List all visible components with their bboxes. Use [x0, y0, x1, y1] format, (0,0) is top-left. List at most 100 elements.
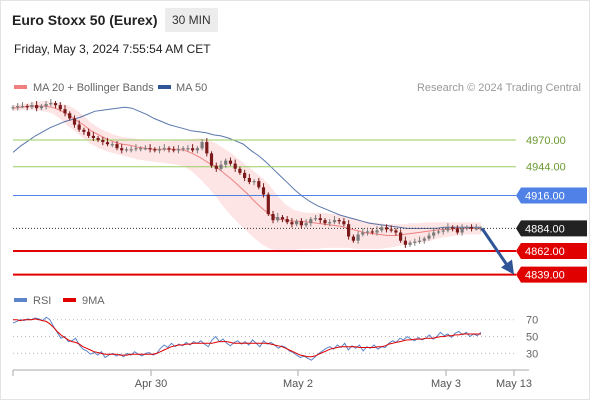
candle-body: [394, 230, 398, 233]
candle: [91, 131, 95, 142]
candle-body: [167, 148, 171, 150]
candle-body: [451, 227, 455, 229]
candle: [157, 146, 162, 154]
price-levels: [13, 139, 516, 276]
level-label-4839-00: 4839.00: [525, 270, 565, 282]
candle: [219, 160, 223, 171]
candle: [399, 229, 403, 243]
candle: [417, 236, 422, 244]
candle-body: [209, 153, 214, 166]
candle: [271, 210, 275, 224]
timeframe-badge[interactable]: 30 MIN: [165, 8, 218, 32]
candle: [243, 169, 247, 182]
candle: [285, 216, 289, 225]
candle-body: [96, 138, 100, 141]
candle-body: [39, 106, 43, 109]
candle: [186, 145, 190, 152]
candle-body: [427, 235, 431, 239]
candle-body: [365, 231, 370, 233]
candle-body: [299, 221, 303, 226]
candle-body: [342, 221, 346, 225]
rsi-ma-line: [13, 318, 481, 358]
candle: [474, 224, 478, 231]
candle-body: [479, 228, 483, 230]
candle: [304, 219, 308, 228]
candle-body: [139, 148, 143, 150]
candle: [82, 127, 86, 135]
candle: [20, 102, 25, 109]
rsi-ma-legend-swatch: [63, 298, 76, 302]
candle-body: [323, 220, 327, 224]
candle: [441, 227, 445, 235]
candle-body: [58, 105, 62, 110]
candle: [332, 216, 337, 225]
rsi-legend: RSI 9MA: [14, 295, 105, 307]
candle-body: [87, 131, 91, 136]
candle-body: [233, 163, 237, 169]
candle-body: [124, 149, 129, 151]
candle-body: [49, 103, 53, 105]
candle: [167, 146, 171, 153]
candle: [309, 217, 313, 227]
candle-body: [266, 194, 270, 214]
candle-body: [134, 148, 138, 150]
candle-body: [44, 104, 48, 107]
candle: [139, 146, 143, 152]
candle-body: [399, 232, 403, 241]
candle-body: [20, 106, 25, 108]
ma50-path: [12, 106, 481, 229]
candle-body: [115, 144, 119, 149]
candle: [205, 137, 209, 157]
candle: [299, 218, 303, 229]
level-label-4884-00: 4884.00: [525, 223, 565, 235]
candle-body: [181, 148, 185, 150]
candle-body: [313, 218, 318, 220]
candle: [124, 147, 129, 153]
candle: [39, 104, 43, 111]
research-credit: Research © 2024 Trading Central: [417, 82, 581, 94]
candle-body: [285, 219, 289, 223]
candle-body: [129, 149, 133, 151]
bollinger-legend-label: MA 20 + Bollinger Bands: [33, 82, 154, 94]
candle: [323, 218, 327, 226]
candle-body: [243, 172, 247, 178]
candle-body: [228, 160, 233, 164]
candle-body: [356, 234, 360, 241]
rsi-tick-70: 70: [526, 315, 538, 327]
candle-body: [441, 230, 445, 232]
x-tick-label: May 13: [496, 378, 532, 390]
level-tag-4916-00: [516, 187, 587, 204]
candles: [11, 98, 483, 248]
candle-body: [30, 105, 34, 108]
candle-body: [389, 229, 393, 231]
level-tag-4839-00: [516, 266, 587, 283]
instrument-title: Euro Stoxx 50 (Eurex): [12, 12, 158, 28]
rsi-line: [12, 316, 482, 361]
candle: [96, 135, 100, 143]
candle-body: [465, 227, 469, 229]
candle: [460, 224, 464, 236]
candle: [451, 225, 455, 232]
candle-body: [148, 148, 152, 150]
candle-body: [224, 160, 228, 165]
candle-body: [63, 109, 67, 114]
x-tick-label: May 3: [431, 378, 461, 390]
candle: [120, 144, 124, 154]
candle: [257, 178, 261, 190]
candle: [370, 228, 374, 235]
candle-body: [328, 222, 332, 224]
candle-body: [474, 228, 478, 230]
candle-body: [68, 113, 72, 119]
rsi-tick-50: 50: [526, 332, 538, 344]
x-tick-label: Apr 30: [135, 378, 167, 390]
candle-body: [153, 149, 157, 151]
candle: [101, 136, 105, 146]
candle-body: [110, 144, 114, 146]
candle: [380, 225, 384, 233]
candle: [479, 226, 483, 232]
candle-body: [238, 168, 242, 173]
candle: [176, 145, 181, 154]
level-labels: 4970.00 4944.00 4916.00 4884.00 4862.00 4839.…: [516, 135, 587, 283]
candle-body: [280, 217, 285, 220]
